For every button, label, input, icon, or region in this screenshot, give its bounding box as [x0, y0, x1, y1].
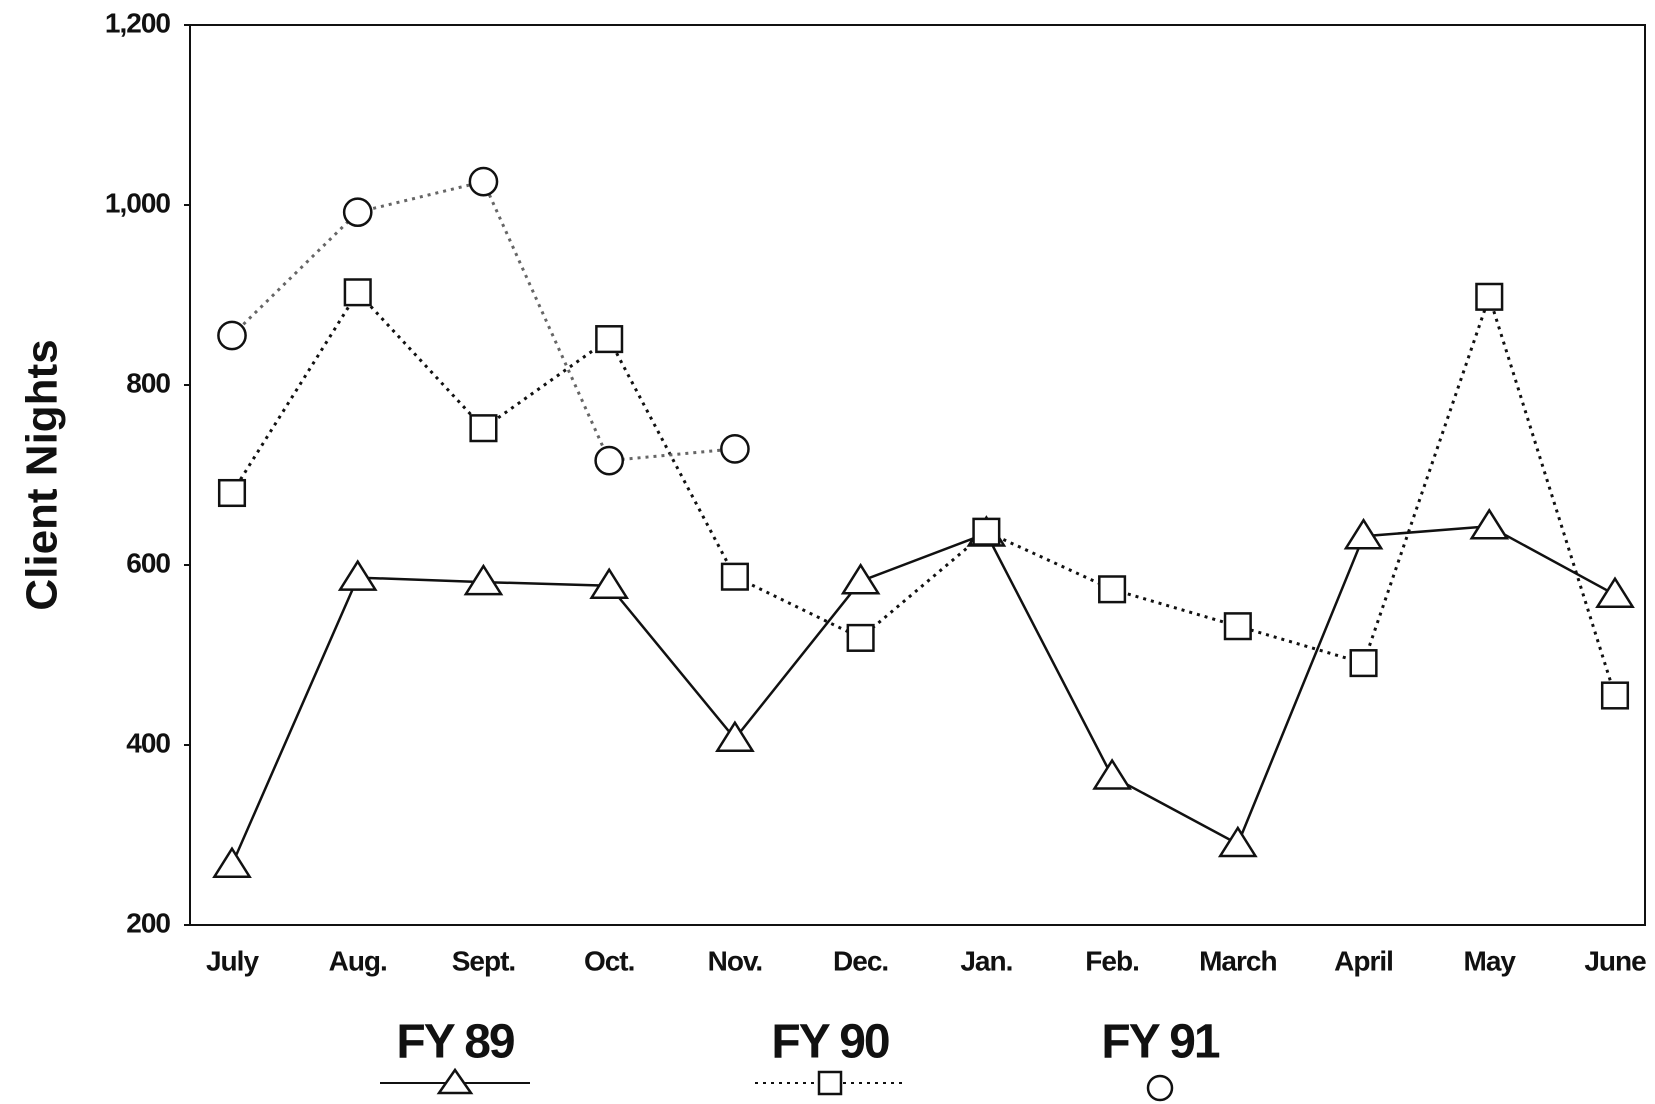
triangle-marker [1469, 507, 1510, 540]
legend-label: FY 91 [1101, 1016, 1220, 1069]
circle-marker [468, 166, 499, 197]
x-tick-label: Dec. [833, 945, 888, 976]
square-marker [595, 325, 624, 354]
triangle-marker [337, 559, 378, 591]
x-tick-label: Aug. [329, 945, 387, 976]
triangle-marker [840, 562, 881, 595]
series-line [230, 525, 1616, 866]
square-marker [1349, 649, 1378, 678]
legend-marker [1146, 1074, 1174, 1102]
square-marker [846, 623, 875, 652]
y-tick-label: 400 [126, 727, 170, 758]
circle-marker [342, 197, 373, 228]
x-tick-label: Feb. [1085, 945, 1139, 976]
square-marker [1223, 612, 1252, 641]
circle-marker [217, 320, 247, 351]
y-tick-label: 200 [126, 907, 170, 938]
y-tick-label: 600 [126, 547, 170, 578]
y-axis-title: Client Nights [18, 339, 67, 610]
legend-marker [817, 1070, 843, 1096]
x-tick-label: June [1584, 945, 1646, 976]
triangle-marker [1217, 825, 1258, 858]
square-marker [720, 562, 749, 591]
circle-marker [720, 434, 750, 464]
legend-label: FY 90 [771, 1016, 889, 1069]
square-marker [343, 278, 372, 307]
x-tick-label: Sept. [452, 945, 515, 976]
square-marker [1600, 681, 1630, 710]
square-marker [1475, 282, 1504, 311]
square-marker [1098, 575, 1127, 604]
triangle-marker [463, 563, 504, 596]
x-tick-label: April [1334, 945, 1393, 976]
triangle-marker [589, 567, 630, 599]
x-tick-label: Jan. [960, 945, 1012, 976]
y-tick-label: 1,200 [105, 7, 170, 38]
triangle-marker [1595, 576, 1635, 608]
circle-marker [594, 445, 625, 476]
series-line [230, 289, 1617, 696]
square-marker [972, 517, 1001, 546]
y-tick-label: 1,000 [105, 187, 170, 218]
x-tick-label: Nov. [708, 945, 763, 976]
square-marker [217, 478, 247, 508]
legend-label: FY 89 [396, 1016, 514, 1069]
y-tick-label: 800 [126, 367, 170, 398]
x-tick-label: Oct. [584, 945, 634, 976]
triangle-marker [715, 720, 755, 752]
legend-marker [436, 1067, 474, 1095]
triangle-marker [212, 846, 252, 878]
x-tick-label: July [206, 945, 259, 976]
plot-frame [189, 24, 1646, 926]
triangle-marker [1343, 517, 1384, 550]
x-tick-label: May [1464, 945, 1517, 976]
triangle-marker [1092, 758, 1132, 790]
square-marker [469, 414, 498, 443]
x-tick-label: March [1199, 945, 1276, 976]
